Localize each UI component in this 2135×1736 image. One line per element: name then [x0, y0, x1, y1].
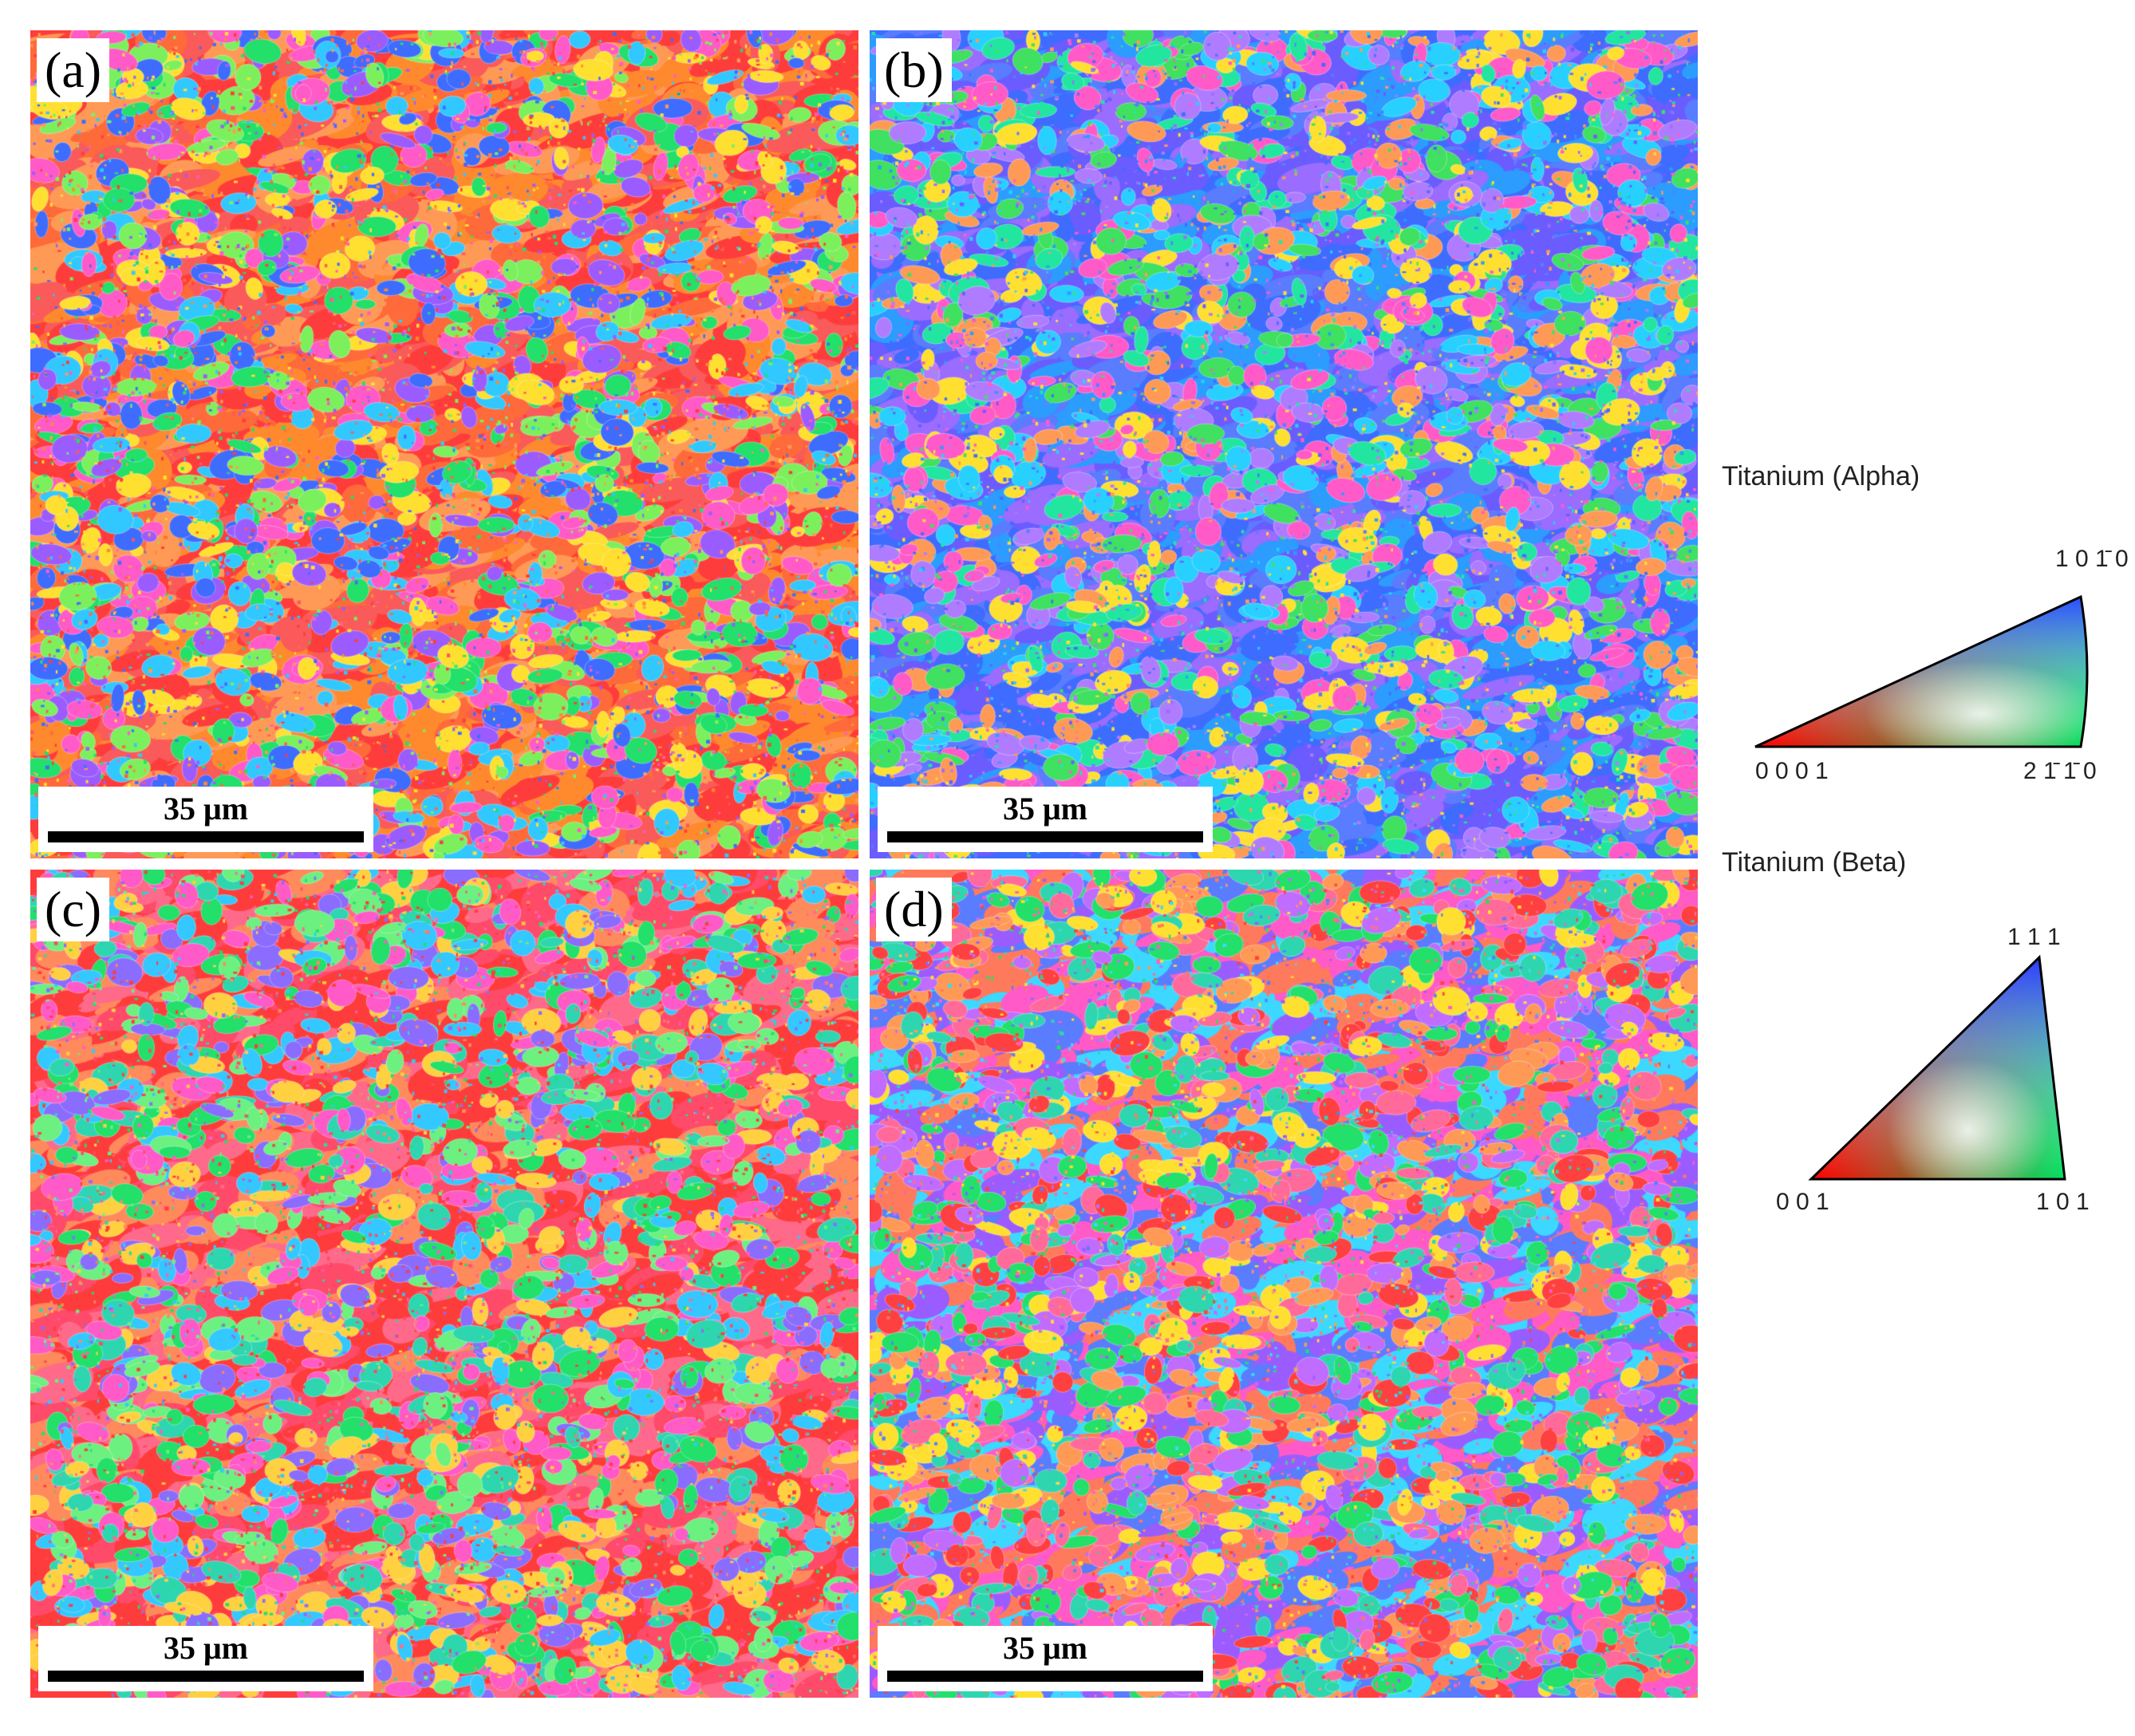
- scale-bar-label-d: 35 μm: [1003, 1630, 1087, 1666]
- scale-bar-line-d: [887, 1671, 1203, 1682]
- panel-label-c: (c): [37, 878, 110, 941]
- scale-bar-label-b: 35 μm: [1003, 791, 1087, 827]
- legend-beta-right-label: 1 0 1: [2036, 1189, 2090, 1215]
- scale-bar-line-a: [48, 831, 364, 842]
- scale-bar-label-c: 35 μm: [164, 1630, 248, 1666]
- legend-beta-left-label: 0 0 1: [1776, 1189, 1829, 1215]
- legend-alpha-title: Titanium (Alpha): [1722, 461, 1920, 491]
- legend-alpha-triangle: 1 0 1̄ 0 0 0 0 1 2 1̄ 1̄ 0: [1754, 546, 2129, 784]
- ebsd-map-a-canvas: [30, 30, 858, 858]
- legend-alpha-left-label: 0 0 0 1: [1755, 758, 1829, 784]
- scale-bar-c: 35 μm: [38, 1626, 373, 1691]
- scale-bar-label-a: 35 μm: [164, 791, 248, 827]
- panel-label-d: (d): [876, 878, 952, 941]
- scale-bar-line-c: [48, 1671, 364, 1682]
- ebsd-map-c: (c) 35 μm: [30, 870, 858, 1698]
- ebsd-map-b: (b) 35 μm: [870, 30, 1698, 858]
- ebsd-map-d: (d) 35 μm: [870, 870, 1698, 1698]
- legend-alpha-top-label: 1 0 1̄ 0: [2055, 546, 2129, 572]
- legend-beta-triangle: 1 1 1 0 0 1 1 0 1: [1776, 924, 2090, 1215]
- ebsd-map-b-canvas: [870, 30, 1698, 858]
- panel-label-a: (a): [37, 38, 110, 102]
- ebsd-map-d-canvas: [870, 870, 1698, 1698]
- scale-bar-b: 35 μm: [878, 787, 1213, 852]
- scale-bar-a: 35 μm: [38, 787, 373, 852]
- legend-beta-title: Titanium (Beta): [1722, 847, 1907, 878]
- ebsd-map-a: (a) 35 μm: [30, 30, 858, 858]
- panel-label-b: (b): [876, 38, 952, 102]
- ebsd-map-c-canvas: [30, 870, 858, 1698]
- legend-beta-top-label: 1 1 1: [2007, 924, 2061, 950]
- legend-alpha-right-label: 2 1̄ 1̄ 0: [2023, 758, 2097, 784]
- scale-bar-d: 35 μm: [878, 1626, 1213, 1691]
- scale-bar-line-b: [887, 831, 1203, 842]
